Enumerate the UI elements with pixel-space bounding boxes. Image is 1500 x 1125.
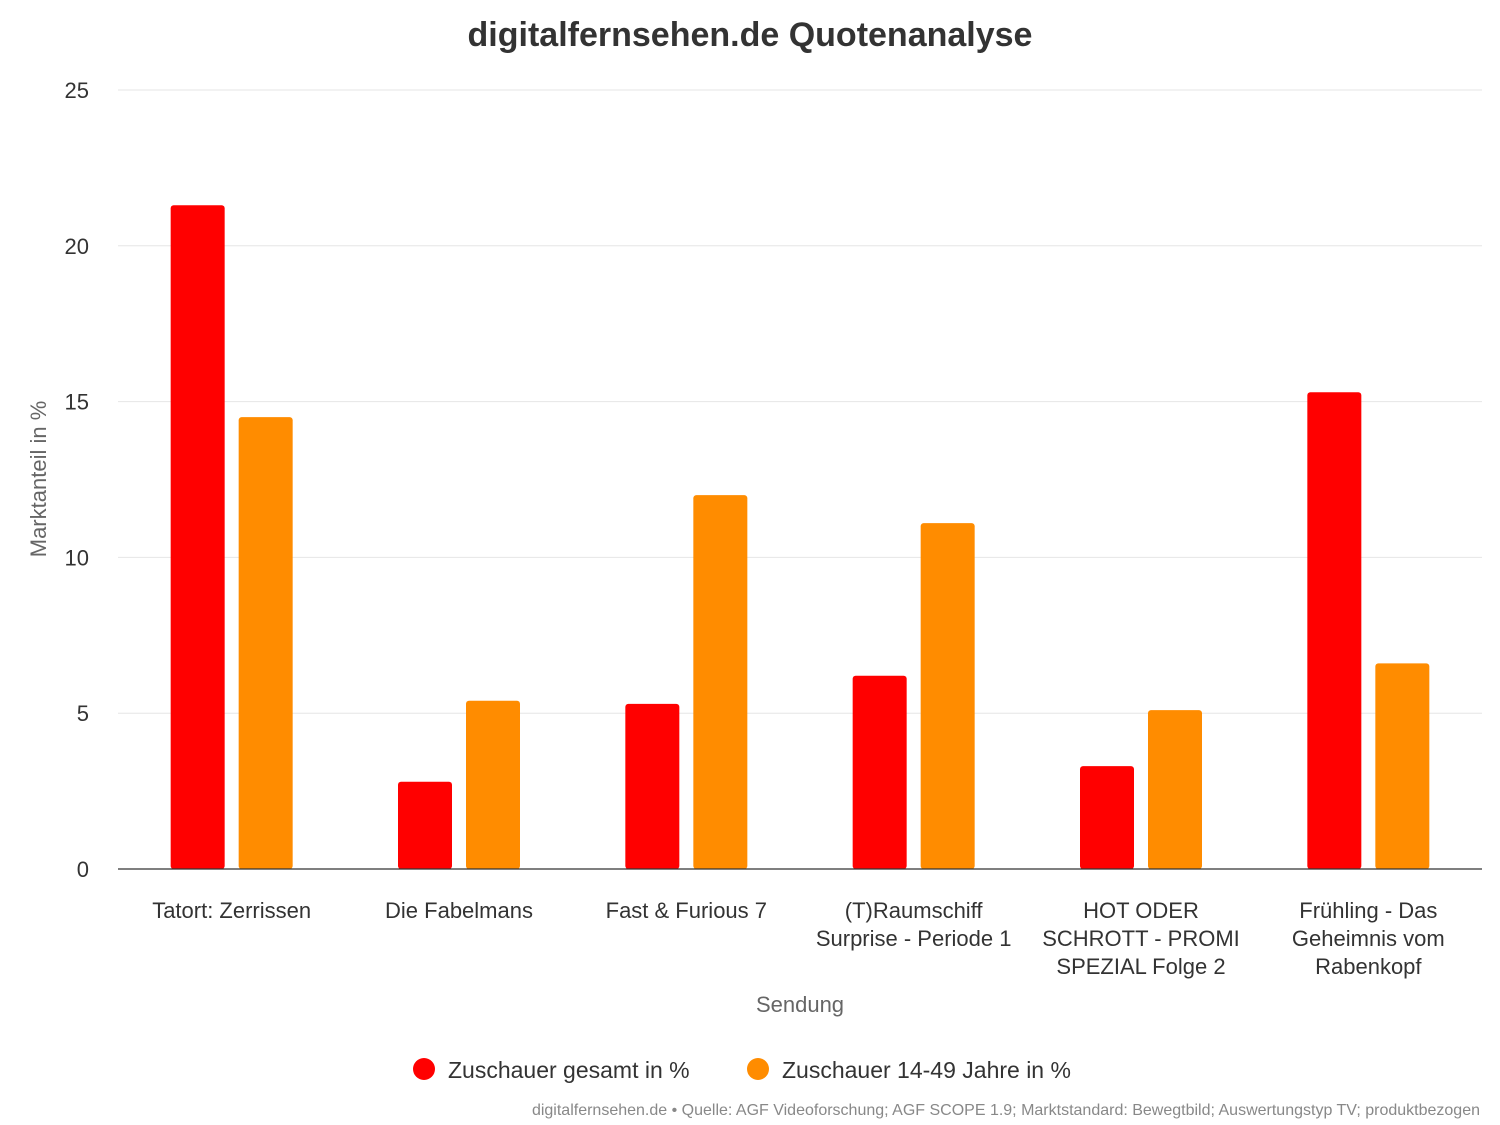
y-tick-label: 20 [65, 234, 89, 259]
legend-label-14-49: Zuschauer 14-49 Jahre in % [782, 1057, 1071, 1083]
x-category-label: (T)Raumschiff Surprise - Periode 1 [816, 898, 1012, 951]
bar-gesamt[interactable] [625, 703, 680, 869]
y-tick-label: 25 [65, 78, 89, 103]
x-axis-categories: Tatort: Zerrissen Die Fabelmans Fast & Fur… [152, 898, 1445, 979]
y-tick-label: 15 [65, 390, 89, 415]
bar-gesamt[interactable] [1080, 766, 1134, 869]
gridlines [118, 89, 1482, 714]
x-category-label: Die Fabelmans [385, 898, 533, 923]
y-axis-ticks: 0 5 10 15 20 25 [65, 78, 89, 882]
x-category-label: Fast & Furious 7 [606, 898, 767, 923]
x-category-label: Tatort: Zerrissen [152, 898, 311, 923]
bar-gesamt[interactable] [852, 675, 907, 869]
bar-14-49[interactable] [920, 523, 975, 869]
legend: Zuschauer gesamt in % Zuschauer 14-49 Ja… [413, 1057, 1071, 1083]
legend-item-14-49[interactable]: Zuschauer 14-49 Jahre in % [747, 1057, 1071, 1083]
chart-title: digitalfernsehen.de Quotenanalyse [468, 16, 1033, 54]
bar-14-49[interactable] [238, 417, 293, 869]
bar-gesamt[interactable] [1307, 392, 1362, 869]
bar-14-49[interactable] [1148, 710, 1202, 869]
bar-14-49[interactable] [1375, 663, 1430, 869]
y-tick-label: 0 [77, 857, 89, 882]
legend-marker-gesamt [413, 1058, 435, 1080]
y-axis-title: Marktanteil in % [26, 401, 51, 558]
bar-gesamt[interactable] [170, 205, 225, 870]
x-axis-title: Sendung [756, 992, 844, 1017]
bar-14-49[interactable] [466, 700, 520, 869]
y-tick-label: 10 [65, 545, 89, 570]
y-tick-label: 5 [77, 701, 89, 726]
bar-14-49[interactable] [693, 495, 748, 869]
x-category-label: HOT ODER SCHROTT - PROMI SPEZIAL Folge 2 [1042, 898, 1240, 979]
legend-item-gesamt[interactable]: Zuschauer gesamt in % [413, 1057, 690, 1083]
chart-credits[interactable]: digitalfernsehen.de • Quelle: AGF Videof… [532, 1102, 1480, 1119]
x-category-label: Frühling - Das Geheimnis vom Rabenkopf [1292, 898, 1445, 979]
legend-marker-14-49 [747, 1058, 769, 1080]
bars [170, 205, 1430, 870]
legend-label-gesamt: Zuschauer gesamt in % [448, 1057, 690, 1083]
bar-gesamt[interactable] [398, 781, 452, 869]
